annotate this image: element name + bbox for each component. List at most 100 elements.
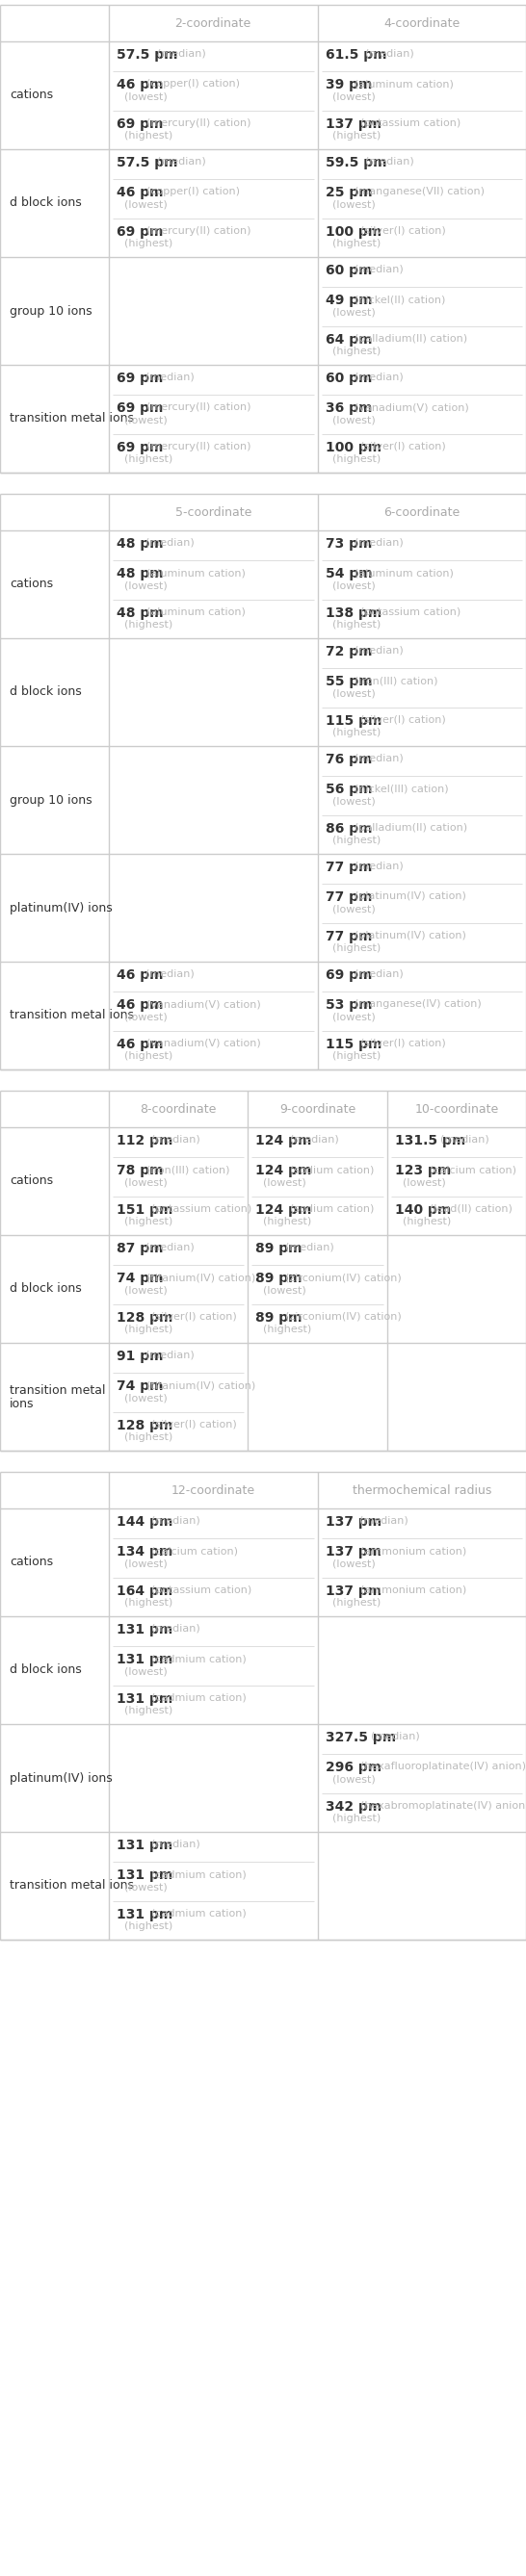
Text: 4-coordinate: 4-coordinate xyxy=(383,18,460,28)
Text: (platinum(IV) cation): (platinum(IV) cation) xyxy=(355,930,466,940)
Text: 69 pm: 69 pm xyxy=(117,116,163,131)
Text: (lowest): (lowest) xyxy=(333,93,376,100)
Text: (potassium cation): (potassium cation) xyxy=(360,608,460,616)
Text: (titanium(IV) cation): (titanium(IV) cation) xyxy=(146,1273,255,1283)
Text: (median): (median) xyxy=(146,1350,195,1360)
Text: 5-coordinate: 5-coordinate xyxy=(175,505,251,518)
Text: d block ions: d block ions xyxy=(9,1664,82,1677)
Text: 60 pm: 60 pm xyxy=(325,371,372,384)
Text: cations: cations xyxy=(9,90,53,100)
Text: (median): (median) xyxy=(440,1136,489,1144)
Text: 112 pm: 112 pm xyxy=(117,1133,173,1146)
Text: (highest): (highest) xyxy=(333,943,381,953)
Text: (highest): (highest) xyxy=(333,240,381,247)
Text: (highest): (highest) xyxy=(333,345,381,355)
Text: ions: ions xyxy=(9,1396,34,1409)
Text: (ammonium cation): (ammonium cation) xyxy=(360,1584,466,1595)
Text: (median): (median) xyxy=(285,1242,334,1252)
Text: (hexabromoplatinate(IV) anion): (hexabromoplatinate(IV) anion) xyxy=(360,1801,526,1811)
Text: (copper(I) cation): (copper(I) cation) xyxy=(146,188,239,196)
Text: (calcium cation): (calcium cation) xyxy=(429,1164,516,1175)
Text: (median): (median) xyxy=(290,1136,339,1144)
Text: 296 pm: 296 pm xyxy=(325,1762,381,1775)
Text: 78 pm: 78 pm xyxy=(117,1164,163,1177)
Text: (silver(I) cation): (silver(I) cation) xyxy=(151,1419,237,1430)
Text: (lowest): (lowest) xyxy=(124,1667,167,1677)
Text: 48 pm: 48 pm xyxy=(117,538,164,551)
Text: (lowest): (lowest) xyxy=(264,1177,307,1188)
Text: 49 pm: 49 pm xyxy=(325,294,372,307)
Text: 123 pm: 123 pm xyxy=(394,1164,451,1177)
Text: group 10 ions: group 10 ions xyxy=(9,304,92,317)
Text: (highest): (highest) xyxy=(124,1922,173,1932)
Text: 144 pm: 144 pm xyxy=(117,1515,173,1528)
Text: 89 pm: 89 pm xyxy=(256,1242,302,1255)
Text: (highest): (highest) xyxy=(333,1051,381,1061)
Text: (lowest): (lowest) xyxy=(333,307,376,317)
Text: (median): (median) xyxy=(360,1517,409,1525)
Text: (sodium cation): (sodium cation) xyxy=(290,1203,375,1213)
Text: (nickel(II) cation): (nickel(II) cation) xyxy=(355,294,446,304)
Text: (lowest): (lowest) xyxy=(124,1285,167,1296)
Text: 12-coordinate: 12-coordinate xyxy=(171,1484,255,1497)
Text: (cadmium cation): (cadmium cation) xyxy=(151,1654,246,1664)
Text: 72 pm: 72 pm xyxy=(325,644,372,659)
Text: 100 pm: 100 pm xyxy=(325,440,381,453)
Text: (lowest): (lowest) xyxy=(124,1012,167,1023)
Text: 69 pm: 69 pm xyxy=(325,969,372,981)
Text: 164 pm: 164 pm xyxy=(117,1584,173,1597)
Text: 342 pm: 342 pm xyxy=(325,1801,381,1814)
Text: (silver(I) cation): (silver(I) cation) xyxy=(360,440,446,451)
Text: 61.5 pm: 61.5 pm xyxy=(325,49,386,62)
Text: 128 pm: 128 pm xyxy=(117,1311,173,1324)
Text: (manganese(IV) cation): (manganese(IV) cation) xyxy=(355,999,481,1010)
Text: 137 pm: 137 pm xyxy=(325,1515,381,1528)
Text: 124 pm: 124 pm xyxy=(256,1203,312,1216)
Text: transition metal ions: transition metal ions xyxy=(9,1010,134,1023)
Text: d block ions: d block ions xyxy=(9,1283,82,1296)
Text: 131 pm: 131 pm xyxy=(117,1623,173,1636)
Text: platinum(IV) ions: platinum(IV) ions xyxy=(9,1772,113,1785)
Text: (lowest): (lowest) xyxy=(124,198,167,209)
Text: (lowest): (lowest) xyxy=(333,688,376,698)
Text: (lowest): (lowest) xyxy=(333,198,376,209)
Text: (highest): (highest) xyxy=(333,621,381,629)
Text: (cadmium cation): (cadmium cation) xyxy=(151,1692,246,1703)
Text: (palladium(II) cation): (palladium(II) cation) xyxy=(355,335,468,343)
Text: (vanadium(V) cation): (vanadium(V) cation) xyxy=(355,402,469,412)
Text: 64 pm: 64 pm xyxy=(325,332,372,345)
Text: (highest): (highest) xyxy=(124,1324,173,1334)
Text: 10-coordinate: 10-coordinate xyxy=(414,1103,499,1115)
Text: (highest): (highest) xyxy=(333,453,381,464)
Text: (highest): (highest) xyxy=(333,835,381,845)
Text: (median): (median) xyxy=(146,969,195,979)
Text: (highest): (highest) xyxy=(333,131,381,139)
Text: (median): (median) xyxy=(355,647,403,654)
Text: (iron(III) cation): (iron(III) cation) xyxy=(146,1164,229,1175)
Text: 69 pm: 69 pm xyxy=(117,402,163,415)
Text: 46 pm: 46 pm xyxy=(117,969,163,981)
Text: 151 pm: 151 pm xyxy=(117,1203,173,1216)
Text: (vanadium(V) cation): (vanadium(V) cation) xyxy=(146,1038,260,1048)
Text: 134 pm: 134 pm xyxy=(117,1546,173,1558)
Text: 91 pm: 91 pm xyxy=(117,1350,163,1363)
Text: 74 pm: 74 pm xyxy=(117,1273,163,1285)
Text: (sodium cation): (sodium cation) xyxy=(290,1164,375,1175)
Text: (nickel(III) cation): (nickel(III) cation) xyxy=(355,783,449,793)
Text: (zirconium(IV) cation): (zirconium(IV) cation) xyxy=(285,1311,401,1321)
Text: platinum(IV) ions: platinum(IV) ions xyxy=(9,902,113,914)
Text: (lowest): (lowest) xyxy=(333,580,376,590)
Text: 89 pm: 89 pm xyxy=(256,1273,302,1285)
Text: (median): (median) xyxy=(355,374,403,381)
Text: (potassium cation): (potassium cation) xyxy=(151,1203,251,1213)
Text: 115 pm: 115 pm xyxy=(325,714,381,726)
Text: 48 pm: 48 pm xyxy=(117,567,164,580)
Text: (median): (median) xyxy=(151,1623,200,1633)
Text: 73 pm: 73 pm xyxy=(325,538,372,551)
Text: 137 pm: 137 pm xyxy=(325,116,381,131)
Text: (highest): (highest) xyxy=(124,1432,173,1443)
Text: (median): (median) xyxy=(355,969,403,979)
Text: (lowest): (lowest) xyxy=(124,580,167,590)
Text: (iron(III) cation): (iron(III) cation) xyxy=(355,675,438,685)
Text: (zirconium(IV) cation): (zirconium(IV) cation) xyxy=(285,1273,401,1283)
